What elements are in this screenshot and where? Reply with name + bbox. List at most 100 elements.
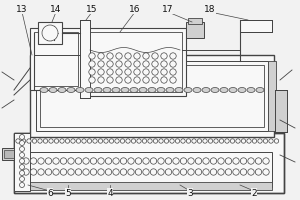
Circle shape — [208, 139, 213, 143]
Circle shape — [20, 170, 25, 176]
Circle shape — [90, 169, 97, 175]
Circle shape — [195, 158, 202, 164]
Circle shape — [20, 152, 25, 158]
Ellipse shape — [76, 88, 84, 92]
Circle shape — [45, 169, 52, 175]
Circle shape — [20, 146, 25, 152]
Circle shape — [230, 139, 235, 143]
Circle shape — [98, 158, 104, 164]
Ellipse shape — [130, 88, 138, 92]
Circle shape — [60, 158, 67, 164]
Circle shape — [135, 169, 142, 175]
Circle shape — [203, 139, 207, 143]
Circle shape — [225, 139, 229, 143]
Circle shape — [105, 169, 112, 175]
Circle shape — [161, 77, 167, 83]
Circle shape — [137, 139, 141, 143]
Circle shape — [45, 158, 52, 164]
Circle shape — [241, 139, 246, 143]
Circle shape — [164, 139, 169, 143]
Ellipse shape — [85, 88, 93, 92]
Circle shape — [23, 169, 29, 175]
Circle shape — [186, 139, 191, 143]
Circle shape — [180, 169, 187, 175]
Text: 3: 3 — [187, 188, 193, 198]
Bar — [38, 22, 62, 44]
Circle shape — [68, 158, 74, 164]
Bar — [40, 65, 264, 127]
Text: 18: 18 — [204, 4, 216, 14]
Circle shape — [53, 158, 59, 164]
Circle shape — [42, 25, 58, 41]
Ellipse shape — [229, 88, 237, 92]
Circle shape — [113, 158, 119, 164]
Text: 6: 6 — [47, 188, 53, 198]
Circle shape — [116, 53, 122, 59]
Circle shape — [89, 77, 95, 83]
Circle shape — [49, 139, 53, 143]
Circle shape — [236, 139, 240, 143]
Circle shape — [65, 139, 70, 143]
Ellipse shape — [202, 88, 210, 92]
Bar — [14, 133, 284, 193]
Circle shape — [125, 61, 131, 67]
Circle shape — [181, 139, 185, 143]
Circle shape — [120, 158, 127, 164]
Circle shape — [32, 139, 37, 143]
Circle shape — [107, 69, 113, 75]
Circle shape — [68, 169, 74, 175]
Circle shape — [148, 139, 152, 143]
Circle shape — [71, 139, 75, 143]
Circle shape — [263, 158, 269, 164]
Circle shape — [158, 169, 164, 175]
Circle shape — [82, 139, 86, 143]
Ellipse shape — [184, 88, 192, 92]
Circle shape — [83, 158, 89, 164]
Bar — [30, 28, 82, 90]
Circle shape — [219, 139, 224, 143]
Circle shape — [225, 169, 232, 175]
Circle shape — [30, 158, 37, 164]
Ellipse shape — [112, 88, 120, 92]
Bar — [36, 61, 268, 131]
Circle shape — [120, 139, 125, 143]
Circle shape — [170, 61, 176, 67]
Text: 17: 17 — [162, 4, 174, 14]
Ellipse shape — [121, 88, 129, 92]
Text: 16: 16 — [129, 4, 141, 14]
Circle shape — [116, 61, 122, 67]
Ellipse shape — [220, 88, 228, 92]
Ellipse shape — [193, 88, 201, 92]
Circle shape — [75, 169, 82, 175]
Ellipse shape — [148, 88, 156, 92]
Circle shape — [165, 158, 172, 164]
Circle shape — [233, 169, 239, 175]
Circle shape — [248, 169, 254, 175]
Circle shape — [263, 169, 269, 175]
Circle shape — [150, 158, 157, 164]
Circle shape — [27, 139, 31, 143]
Circle shape — [93, 139, 97, 143]
Circle shape — [143, 158, 149, 164]
Circle shape — [20, 182, 25, 188]
Ellipse shape — [238, 88, 246, 92]
Circle shape — [107, 61, 113, 67]
Text: 4: 4 — [107, 188, 113, 198]
Circle shape — [158, 158, 164, 164]
Circle shape — [54, 139, 59, 143]
Circle shape — [126, 139, 130, 143]
Circle shape — [152, 69, 158, 75]
Circle shape — [38, 169, 44, 175]
Circle shape — [170, 139, 174, 143]
Circle shape — [240, 169, 247, 175]
Circle shape — [89, 53, 95, 59]
Circle shape — [125, 77, 131, 83]
Circle shape — [258, 139, 262, 143]
Circle shape — [134, 53, 140, 59]
Circle shape — [53, 169, 59, 175]
Bar — [34, 32, 78, 86]
Text: 13: 13 — [16, 4, 28, 14]
Circle shape — [269, 139, 273, 143]
Circle shape — [152, 77, 158, 83]
Circle shape — [131, 139, 136, 143]
